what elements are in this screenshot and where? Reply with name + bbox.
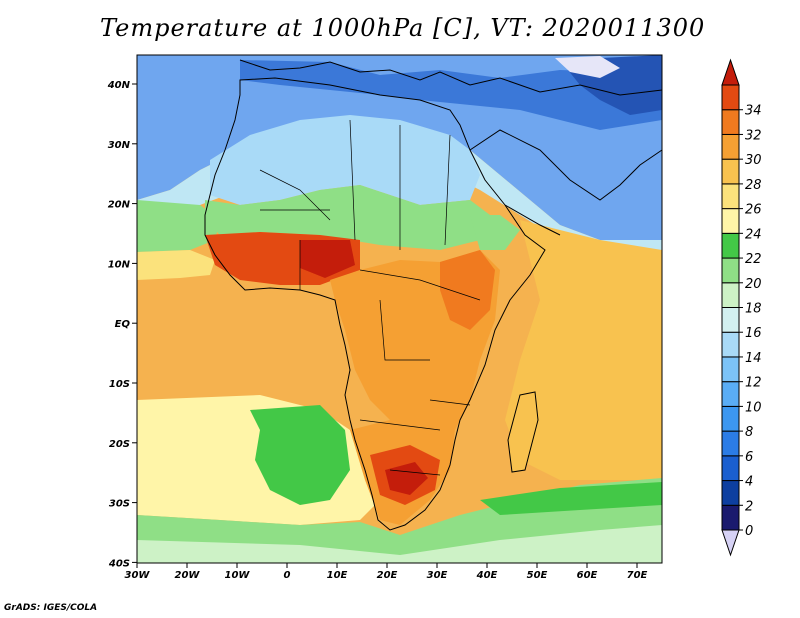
southern-ocean-green-2 <box>480 482 662 515</box>
lat-tick-label: 10S <box>109 379 130 390</box>
africa-coastline <box>204 77 546 531</box>
colorbar-box <box>721 282 740 308</box>
lat-tick-label: 20S <box>109 439 130 450</box>
lon-tick-label: 20E <box>377 570 398 581</box>
lat-tick-label: EQ <box>115 319 131 330</box>
colorbar-box <box>721 257 740 284</box>
chart-title: Temperature at 1000hPa [C], VT: 20200113… <box>100 14 706 42</box>
colorbar-under-triangle <box>721 529 740 557</box>
lon-tick-label: 30E <box>427 570 448 581</box>
lat-tick-label: 30N <box>108 140 131 151</box>
colorbar-label: 26 <box>745 203 762 218</box>
lon-tick-label: 50E <box>527 570 548 581</box>
colorbar-box <box>721 109 740 135</box>
colorbar-label: 14 <box>745 351 762 366</box>
colorbar-label: 30 <box>745 153 762 168</box>
colorbar-box <box>721 480 740 506</box>
lon-tick-label: 30W <box>125 570 151 581</box>
east-africa-hot <box>440 250 495 330</box>
grads-credit: GrADS: IGES/COLA <box>4 603 98 613</box>
colorbar-label: 24 <box>745 227 762 242</box>
sahel-green <box>205 185 490 250</box>
colorbar-box <box>721 331 740 358</box>
lat-tick-label: 10N <box>108 259 131 270</box>
east-highlands-cool <box>470 215 520 250</box>
colorbar-label: 22 <box>745 252 762 267</box>
colorbar-box <box>721 84 740 111</box>
longitude-axis: 30W 20W 10W 0 10E 20E 30E 40E 50E 60E 70E <box>125 563 648 581</box>
colorbar-label: 4 <box>745 475 753 490</box>
sahel-hot-core <box>300 240 355 278</box>
colorbar-box <box>721 232 740 259</box>
colorbar-label: 6 <box>745 450 753 465</box>
colorbar-box <box>721 158 740 185</box>
indian-ocean-warm <box>505 220 662 480</box>
lon-tick-label: 0 <box>284 570 291 581</box>
colorbar-label: 32 <box>745 128 762 143</box>
europe-coastline <box>239 59 663 96</box>
latitude-axis: 40N 30N 20N 10N EQ 10S 20S 30S 40S <box>107 80 137 569</box>
colorbar-box <box>721 356 740 383</box>
atlantic-yellow-band <box>137 250 215 280</box>
map-plot <box>136 54 663 564</box>
lat-tick-label: 40S <box>108 558 130 569</box>
colorbar-label: 0 <box>745 524 753 539</box>
colorbar-box <box>721 183 740 210</box>
mediterranean-deep-blue <box>240 60 662 130</box>
south-atlantic-green <box>250 405 350 505</box>
lat-tick-label: 30S <box>109 499 130 510</box>
colorbar-label: 16 <box>745 326 762 341</box>
lon-tick-label: 40E <box>476 570 498 581</box>
colorbar-box <box>721 455 740 482</box>
sahara-cool <box>210 115 480 205</box>
colorbar-over-triangle <box>721 58 740 86</box>
colorbar-box <box>721 504 740 531</box>
lon-tick-label: 60E <box>577 570 598 581</box>
lon-tick-label: 10W <box>225 570 251 581</box>
colorbar-label: 8 <box>745 425 753 440</box>
colorbar-label: 12 <box>745 376 762 391</box>
lon-tick-label: 70E <box>627 570 648 581</box>
colorbar-box <box>721 208 740 234</box>
arabia-coastline <box>469 129 663 236</box>
lon-tick-label: 10E <box>327 570 348 581</box>
colorbar-label: 2 <box>745 499 753 514</box>
colorbar-box <box>721 133 740 160</box>
colorbar-box <box>721 307 740 333</box>
colorbar-box <box>721 381 740 407</box>
colorbar-label: 20 <box>745 277 762 292</box>
colorbar-box <box>721 430 740 457</box>
colorbar-label: 34 <box>745 104 762 119</box>
lat-tick-label: 40N <box>107 80 131 91</box>
atlantic-green-band <box>137 200 220 252</box>
colorbar-label: 18 <box>745 302 762 317</box>
madagascar-coastline <box>507 391 539 473</box>
coastlines <box>204 59 663 531</box>
colorbar-label: 10 <box>745 400 762 415</box>
colorbar-box <box>721 405 740 432</box>
colorbar-label: 28 <box>745 178 762 193</box>
lon-tick-label: 20W <box>175 570 201 581</box>
cold-pocket <box>555 56 620 78</box>
southern-ocean-cool <box>137 525 662 563</box>
map-frame <box>136 54 663 564</box>
lat-tick-label: 20N <box>108 200 131 211</box>
country-borders <box>259 119 481 476</box>
